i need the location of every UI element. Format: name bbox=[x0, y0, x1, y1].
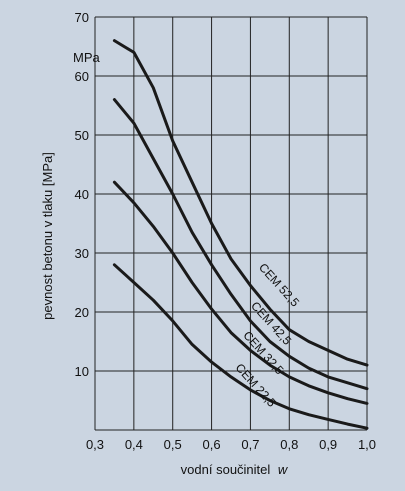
x-tick-labels: 0,3 0,4 0,5 0,6 0,7 0,8 0,9 1,0 bbox=[86, 437, 376, 452]
y-tick-label: 50 bbox=[75, 128, 89, 143]
x-tick-label: 0,8 bbox=[280, 437, 298, 452]
y-tick-label: 60 bbox=[75, 69, 89, 84]
x-tick-label: 0,4 bbox=[125, 437, 143, 452]
x-tick-label: 0,3 bbox=[86, 437, 104, 452]
series-line-1 bbox=[112, 39, 369, 367]
x-tick-label: 1,0 bbox=[358, 437, 376, 452]
x-tick-label: 0,6 bbox=[203, 437, 221, 452]
y-tick-label: 70 bbox=[75, 10, 89, 25]
series-line-4 bbox=[112, 263, 369, 430]
x-tick-label: 0,9 bbox=[319, 437, 337, 452]
x-tick-label: 0,5 bbox=[164, 437, 182, 452]
x-axis-label: vodní součinitel w bbox=[181, 462, 289, 477]
y-tick-label: 20 bbox=[75, 305, 89, 320]
y-tick-label: 30 bbox=[75, 246, 89, 261]
grid bbox=[94, 16, 368, 431]
y-tick-label: 40 bbox=[75, 187, 89, 202]
x-axis-label-symbol: w bbox=[278, 462, 289, 477]
series-line-2 bbox=[112, 98, 369, 391]
y-axis-label: pevnost betonu v tlaku [MPa] bbox=[40, 152, 55, 320]
y-unit-label: MPa bbox=[73, 50, 101, 65]
x-axis-label-text: vodní součinitel bbox=[181, 462, 271, 477]
y-tick-labels: 10 20 30 40 50 60 70 bbox=[75, 10, 89, 379]
y-tick-label: 10 bbox=[75, 364, 89, 379]
series-lines bbox=[112, 39, 369, 430]
x-tick-label: 0,7 bbox=[241, 437, 259, 452]
series-line-3 bbox=[112, 180, 369, 405]
